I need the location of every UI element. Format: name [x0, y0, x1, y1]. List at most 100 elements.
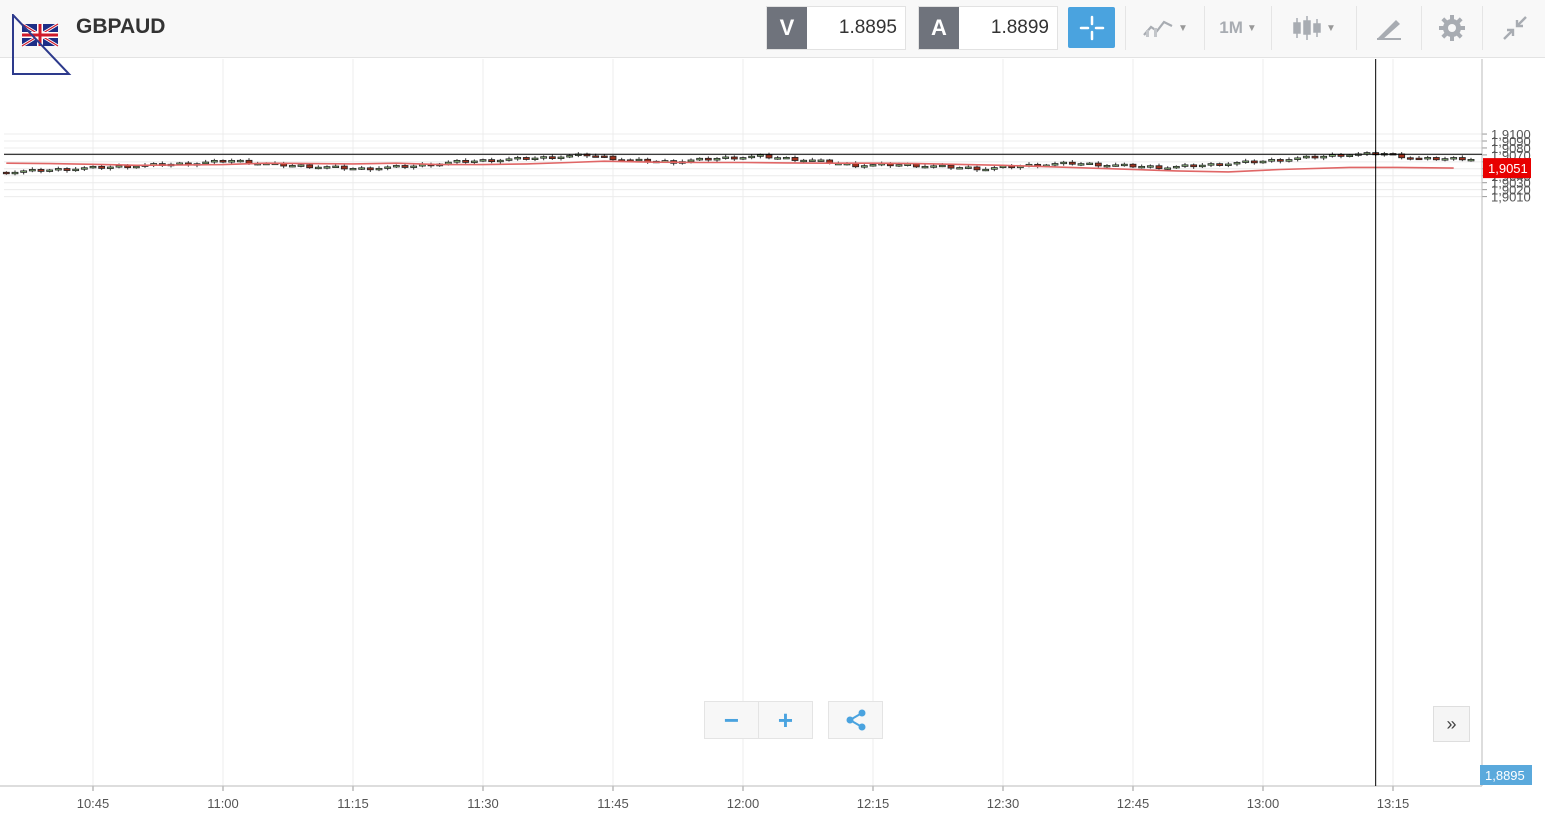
candle-up	[739, 157, 747, 160]
candle-up	[1224, 163, 1232, 166]
candle-up	[72, 168, 80, 172]
gb-au-flag-icon	[12, 12, 72, 76]
candle-down	[1216, 163, 1224, 166]
candle-down	[600, 155, 608, 158]
candle-up	[80, 167, 88, 170]
indicators-button[interactable]: ▼	[1125, 6, 1204, 50]
candle-up	[713, 157, 721, 161]
chart-type-button[interactable]: ▼	[1271, 6, 1356, 50]
current-price-tag	[1483, 158, 1531, 179]
candle-down	[488, 159, 496, 163]
candle-up	[314, 166, 322, 170]
candle-down	[37, 169, 45, 172]
candle-up	[1346, 154, 1354, 158]
candle-up	[1259, 160, 1267, 164]
candle-down	[306, 164, 314, 169]
current-price-label: 1,9051	[1488, 161, 1528, 176]
candlestick-icon	[1293, 16, 1321, 40]
candle-down	[1250, 160, 1258, 164]
share-button[interactable]	[828, 701, 883, 739]
candle-up	[28, 169, 36, 172]
candle-down	[1337, 154, 1345, 157]
candle-up	[1060, 161, 1068, 165]
candle-down	[947, 164, 955, 169]
candle-up	[1294, 157, 1302, 160]
candle-up	[1181, 164, 1189, 167]
instrument-symbol: GBPAUD	[76, 15, 166, 38]
candle-up	[297, 164, 305, 167]
x-tick-label: 13:15	[1377, 796, 1410, 811]
candle-up	[1120, 163, 1128, 167]
candle-up	[349, 167, 357, 171]
candle-up	[722, 156, 730, 159]
y-tick-label: 1,9100	[1491, 127, 1531, 142]
y-tick-label: 1,9020	[1491, 183, 1531, 198]
chevron-down-icon: ▼	[1326, 22, 1336, 34]
bid-price-button[interactable]: V 1.8895	[766, 6, 906, 50]
settings-button[interactable]	[1421, 6, 1482, 50]
candle-up	[89, 165, 97, 169]
candle-down	[219, 159, 227, 163]
candle-down	[1406, 157, 1414, 160]
candle-up	[453, 159, 461, 163]
candle-down	[765, 154, 773, 159]
interval-dropdown[interactable]: 1M ▼	[1204, 6, 1271, 50]
candle-down	[462, 159, 470, 163]
moving-average-line	[6, 160, 1454, 173]
x-tick-label: 13:00	[1247, 796, 1280, 811]
candle-up	[11, 171, 19, 175]
candle-down	[1190, 164, 1198, 168]
candle-up	[964, 166, 972, 169]
candle-up	[106, 166, 114, 169]
candle-up	[496, 159, 504, 163]
y-tick-label: 1,9090	[1491, 134, 1531, 149]
candle-up	[1242, 160, 1250, 163]
drawing-tools-button[interactable]	[1356, 6, 1421, 50]
candle-down	[98, 165, 106, 169]
candle-down	[912, 163, 920, 168]
x-tick-label: 12:00	[727, 796, 760, 811]
price-chart[interactable]: 1,90101,90201,90301,90401,90501,90601,90…	[0, 58, 1545, 822]
candle-up	[1233, 162, 1241, 165]
ask-price-button[interactable]: A 1.8899	[918, 6, 1058, 50]
candle-up	[1268, 159, 1276, 162]
crosshair-button[interactable]	[1068, 7, 1115, 48]
candle-down	[1068, 161, 1076, 165]
candle-down	[609, 155, 617, 161]
candle-up	[228, 160, 236, 163]
candle-down	[1458, 157, 1466, 161]
candle-up	[210, 159, 218, 163]
candle-up	[384, 166, 392, 169]
zoom-in-button[interactable]: +	[758, 702, 812, 738]
candle-up	[358, 167, 366, 170]
candle-up	[800, 159, 808, 163]
zoom-out-button[interactable]: −	[723, 704, 740, 735]
collapse-button[interactable]	[1482, 6, 1545, 50]
zoom-controls: − +	[704, 701, 813, 739]
candle-up	[748, 155, 756, 159]
crosshair-icon	[1079, 15, 1104, 40]
bid-label: V	[767, 7, 807, 49]
bid-price-label: 1,8895	[1485, 768, 1525, 783]
candle-down	[1311, 155, 1319, 159]
collapse-icon	[1502, 16, 1527, 40]
candle-up	[869, 164, 877, 167]
candle-up	[1328, 154, 1336, 157]
candle-down	[63, 168, 71, 171]
candle-up	[323, 166, 331, 169]
bid-price-tag	[1480, 765, 1532, 785]
candle-down	[704, 157, 712, 161]
candle-up	[202, 161, 210, 165]
ask-label: A	[919, 7, 959, 49]
candle-up	[46, 169, 54, 172]
candle-up	[1051, 163, 1059, 166]
x-tick-label: 11:15	[337, 796, 369, 811]
candle-up	[1320, 155, 1328, 159]
candle-up	[956, 167, 964, 170]
scroll-to-latest-button[interactable]: »	[1433, 706, 1470, 742]
candle-up	[756, 154, 764, 157]
candle-up	[921, 165, 929, 169]
candle-down	[973, 166, 981, 171]
chevron-down-icon: ▼	[1178, 22, 1188, 34]
candle-down	[522, 157, 530, 160]
